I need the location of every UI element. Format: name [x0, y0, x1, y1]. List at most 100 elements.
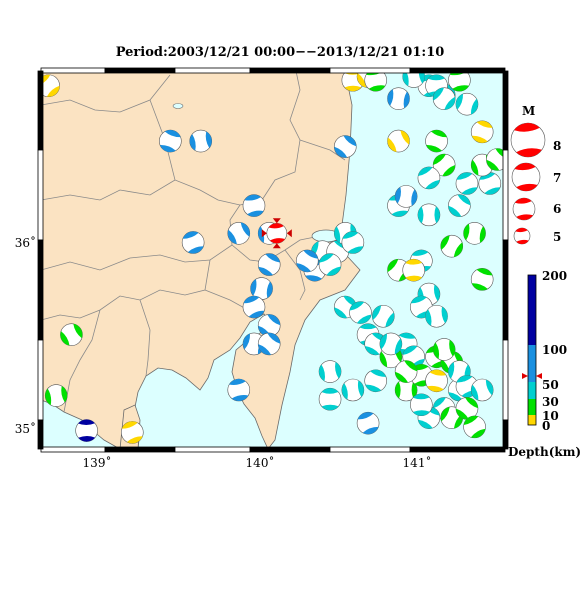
frame-segment [37, 339, 44, 421]
earthquake-beachball [181, 231, 205, 254]
earthquake-beachball [250, 277, 273, 300]
earthquake-beachball [394, 360, 418, 383]
earthquake-beachball [470, 378, 494, 402]
earthquake-beachball [455, 92, 479, 116]
magnitude-legend [510, 122, 546, 245]
frame-segment [409, 446, 506, 453]
frame-segment [37, 70, 44, 151]
earthquake-beachball [402, 258, 426, 282]
lake [172, 103, 184, 109]
frame-segment [37, 419, 44, 450]
earthquake-beachball [371, 304, 395, 328]
earthquake-beachball [410, 393, 433, 417]
earthquake-beachball [318, 253, 342, 276]
earthquake-beachball [364, 369, 387, 393]
depth-marker-left [522, 373, 528, 379]
depth-label-0: 0 [542, 419, 550, 433]
earthquake-beachball [379, 332, 403, 356]
frame-segment [249, 446, 331, 453]
main-event-marker [272, 218, 281, 224]
x-tick-141: 141˚ [403, 455, 432, 470]
earthquake-beachball [402, 71, 426, 88]
earthquake-beachball [242, 194, 266, 217]
depth-label-10: 10 [542, 409, 559, 423]
earthquake-beachball [257, 332, 281, 356]
earthquake-beachball [242, 295, 266, 319]
earthquake-beachball [470, 268, 494, 291]
magnitude-legend-beachball [512, 197, 536, 221]
earthquake-beachball [394, 378, 418, 402]
focal-mechanism-layer [41, 71, 505, 444]
earthquake-beachball [425, 129, 448, 153]
earthquake-beachball [257, 314, 281, 337]
depth-label-100: 100 [542, 343, 567, 357]
earthquake-beachball [227, 221, 251, 245]
frame-segment [502, 70, 509, 151]
main-event-beachball [261, 218, 292, 249]
earthquake-beachball [425, 369, 448, 393]
earthquake-beachball [318, 387, 342, 411]
frame-segment [104, 446, 176, 453]
magnitude-label-7: 7 [553, 171, 561, 185]
frame-segment [37, 149, 44, 241]
earthquake-beachball [463, 221, 486, 245]
x-tick-139: 139˚ [83, 455, 112, 470]
depth-label-200: 200 [542, 269, 567, 283]
map-title: Period:2003/12/21 00:00−−2013/12/21 01:1… [115, 45, 445, 60]
earthquake-beachball [159, 129, 182, 153]
magnitude-legend-title: M [522, 104, 535, 118]
frame-segment [40, 67, 106, 74]
earthquake-beachball [425, 74, 448, 98]
earthquake-beachball [356, 411, 380, 435]
earthquake-beachball [394, 185, 418, 208]
frame-segment [249, 67, 331, 74]
depth-band-30-50 [528, 382, 536, 399]
earthquake-beachball [295, 249, 319, 273]
earthquake-beachball [349, 301, 372, 324]
earthquake-beachball [44, 384, 68, 407]
earthquake-beachball [440, 234, 464, 258]
depth-marker-right [536, 373, 542, 379]
magnitude-label-5: 5 [553, 230, 561, 244]
earthquake-beachball [387, 87, 410, 110]
earthquake-beachball [189, 129, 213, 153]
earthquake-beachball [455, 397, 479, 420]
earthquake-beachball [333, 135, 357, 158]
depth-unit-label: Depth(km) [508, 445, 581, 459]
earthquake-beachball [120, 421, 144, 444]
frame-segment [40, 446, 106, 453]
magnitude-legend-beachball [513, 227, 531, 245]
earthquake-beachball [432, 153, 456, 177]
depth-color-bar [522, 274, 542, 426]
frame-segment [104, 67, 176, 74]
frame-segment [502, 419, 509, 450]
frame-segment [502, 149, 509, 241]
depth-band-100-200 [528, 275, 536, 345]
frame-scale-bars [37, 67, 509, 453]
earthquake-beachball [417, 203, 441, 227]
earthquake-beachball [341, 378, 365, 402]
earthquake-beachball [318, 360, 342, 383]
earthquake-beachball [432, 87, 456, 110]
frame-segment [502, 239, 509, 341]
earthquake-beachball [387, 129, 410, 153]
earthquake-beachball [448, 194, 471, 217]
frame-segment [329, 446, 411, 453]
earthquake-beachball [432, 338, 456, 361]
main-event-marker [272, 243, 281, 249]
magnitude-legend-beachball [510, 122, 546, 158]
map-area [41, 71, 505, 449]
earthquake-beachball [60, 323, 83, 346]
main-event-marker [286, 229, 292, 238]
earthquake-beachball [470, 120, 494, 144]
magnitude-label-8: 8 [553, 139, 561, 153]
earthquake-beachball [417, 166, 441, 190]
depth-band-50-100 [528, 345, 536, 382]
magnitude-label-6: 6 [553, 202, 561, 216]
earthquake-beachball [75, 419, 98, 442]
frame-segment [37, 239, 44, 341]
earthquake-beachball [227, 378, 251, 402]
magnitude-legend-beachball [511, 162, 541, 192]
frame-segment [409, 67, 506, 74]
earthquake-beachball [341, 231, 365, 254]
